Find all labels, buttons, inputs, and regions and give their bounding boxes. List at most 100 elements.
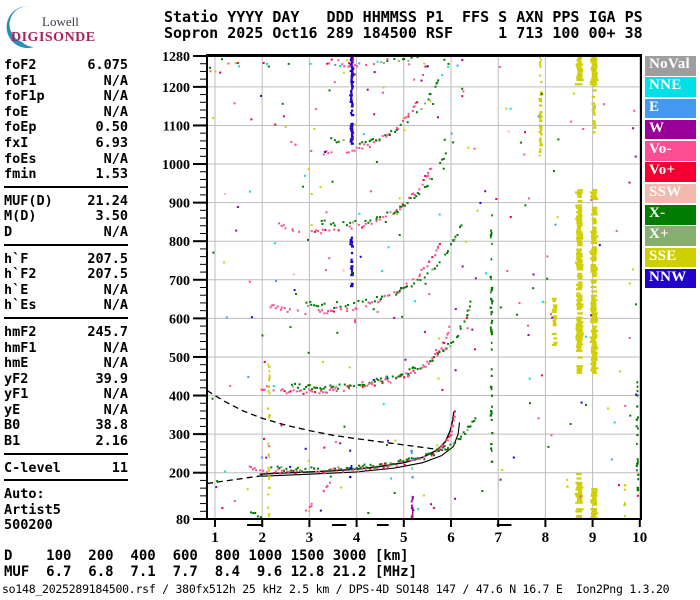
vertical-line-NNW-3.88 [349,449,353,479]
param-value: 39.9 [95,370,128,387]
vertical-line-SSE-7.9 [538,56,543,84]
param-footer-line: 500200 [4,517,53,534]
param-divider [4,185,128,188]
x-tick-label: 5 [400,530,408,546]
trace-sporadic-low [304,481,331,512]
param-row: M(D) 3.50 [4,208,128,224]
footer-d-row: D 100 200 400 600 800 1000 1500 3000 [km… [4,548,409,564]
vertical-line-SSE-9.03 [591,84,597,134]
param-key: yE [4,401,21,418]
param-value: N/A [103,150,128,167]
param-key: fxI [4,134,29,151]
legend-item: E [645,98,696,119]
noise-speckle [209,58,639,514]
grid [207,56,641,519]
y-tick-label: 600 [169,312,190,327]
param-value: 6.075 [87,57,128,73]
legend-item: SSW [645,183,696,204]
param-key: yF2 [4,370,29,387]
param-row: h`F2 207.5 [4,266,128,282]
trace-extrapolation-dashed [206,474,265,485]
muf-transmission-curve [206,389,447,452]
band-markers [247,524,512,526]
param-row: foEs N/A [4,151,128,167]
x-tick-label: 7 [494,530,502,546]
vertical-line-SSE-9.03 [589,56,599,519]
legend-item: X- [645,205,696,225]
vertical-line-SSE-8.45 [566,478,569,488]
vertical-line-SSE-8.72 [574,56,584,520]
param-value: 207.5 [87,250,128,267]
param-row: hmF1 N/A [4,340,128,356]
param-key: hmF2 [4,323,37,340]
artist-lines [206,389,461,485]
logo-lowell-text: Lowell [42,14,79,29]
param-row: C-level 11 [4,460,128,476]
param-divider [4,452,128,455]
y-tick-label: 500 [169,351,190,366]
y-tick-label: 1280 [162,50,190,65]
y-tick-label: 1000 [162,158,190,173]
param-value: 207.5 [87,266,128,283]
param-value: N/A [103,281,128,298]
logo: Lowell DIGISONDE [4,4,154,52]
y-tick-label: 200 [169,467,190,482]
param-panel: foF2 6.075 foF1 N/A foF1p N/A foE N/A foEp 0.50 fx… [4,57,132,533]
x-tick-label: 8 [542,530,550,546]
param-footer-line: Artist5 [4,501,61,518]
param-key: fmin [4,166,37,183]
logo-digisonde-text: DIGISONDE [11,30,96,45]
param-key: D [4,223,13,240]
param-row: yF1 N/A [4,386,128,402]
legend: NoVal NNE E W Vo- Vo+ SSW X- X+ SSE NNW [645,56,696,290]
param-row: yE N/A [4,402,128,418]
param-divider [4,243,128,246]
param-row: foF1 N/A [4,73,128,89]
footer-file-line: so148_2025289184500.rsf / 380fx512h 25 k… [2,582,670,596]
trace-hop3-O [269,243,441,316]
legend-item: W [645,119,696,140]
vertical-line-X--9.95 [635,381,640,492]
param-value: 11 [111,459,128,476]
param-key: B1 [4,433,21,450]
param-row: h`E N/A [4,282,128,298]
param-key: MUF(D) [4,192,53,209]
vertical-line-SSE-2.14 [267,363,271,518]
param-key: h`F2 [4,266,37,283]
y-tick-label: 1100 [163,119,190,134]
param-divider [4,316,128,319]
param-key: C-level [4,459,61,476]
header-line1: Statio YYYY DAY DDD HHMMSS P1 FFS S AXN … [164,8,643,26]
header-block: Statio YYYY DAY DDD HHMMSS P1 FFS S AXN … [164,9,643,41]
header-line2: Sopron 2025 Oct16 289 184500 RSF 1 713 1… [164,24,643,42]
y-tick-label: 80 [176,513,190,528]
param-key: M(D) [4,208,37,225]
param-row: B0 38.8 [4,417,128,433]
param-value: 245.7 [87,323,128,340]
param-row: fmin 1.53 [4,166,128,182]
vertical-line-W-5.18 [410,495,415,521]
legend-item: NoVal [645,56,696,76]
vertical-line-X--6.86 [489,214,494,463]
param-value: N/A [103,355,128,372]
param-key: foEp [4,119,37,136]
x-tick-label: 4 [353,530,361,546]
param-row: hmF2 245.7 [4,324,128,340]
param-key: h`Es [4,297,37,314]
param-value: N/A [103,72,128,89]
param-key: hmE [4,355,29,372]
trace-hop3-X [305,224,463,309]
trace-hop1-X [270,417,477,473]
param-key: yF1 [4,386,29,403]
legend-item: Vo+ [645,162,696,182]
y-tick-label: 800 [169,235,190,250]
param-value: 6.93 [95,134,128,151]
param-row: MUF(D) 21.24 [4,193,128,209]
param-key: h`E [4,281,29,298]
param-value: N/A [103,223,128,240]
param-key: foF2 [4,57,37,73]
legend-item: NNW [645,268,696,289]
param-value: 0.50 [95,119,128,136]
param-key: h`F [4,250,29,267]
